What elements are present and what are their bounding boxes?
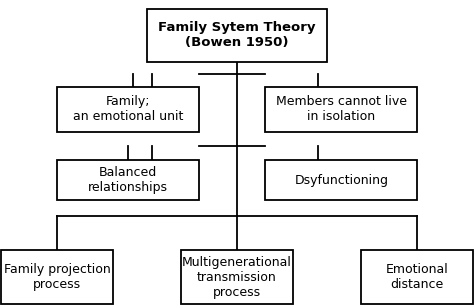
Text: Multigenerational
transmission
process: Multigenerational transmission process xyxy=(182,256,292,299)
Text: Emotional
distance: Emotional distance xyxy=(386,263,448,291)
Text: Family;
an emotional unit: Family; an emotional unit xyxy=(73,95,183,123)
Text: Family Sytem Theory
(Bowen 1950): Family Sytem Theory (Bowen 1950) xyxy=(158,22,316,49)
Text: Dsyfunctioning: Dsyfunctioning xyxy=(294,174,388,187)
FancyBboxPatch shape xyxy=(57,160,199,200)
Text: Balanced
relationships: Balanced relationships xyxy=(88,166,168,194)
FancyBboxPatch shape xyxy=(361,250,473,304)
FancyBboxPatch shape xyxy=(265,160,417,200)
FancyBboxPatch shape xyxy=(147,9,327,62)
FancyBboxPatch shape xyxy=(265,87,417,132)
Text: Family projection
process: Family projection process xyxy=(3,263,110,291)
Text: Members cannot live
in isolation: Members cannot live in isolation xyxy=(276,95,407,123)
FancyBboxPatch shape xyxy=(57,87,199,132)
FancyBboxPatch shape xyxy=(181,250,292,304)
FancyBboxPatch shape xyxy=(1,250,112,304)
